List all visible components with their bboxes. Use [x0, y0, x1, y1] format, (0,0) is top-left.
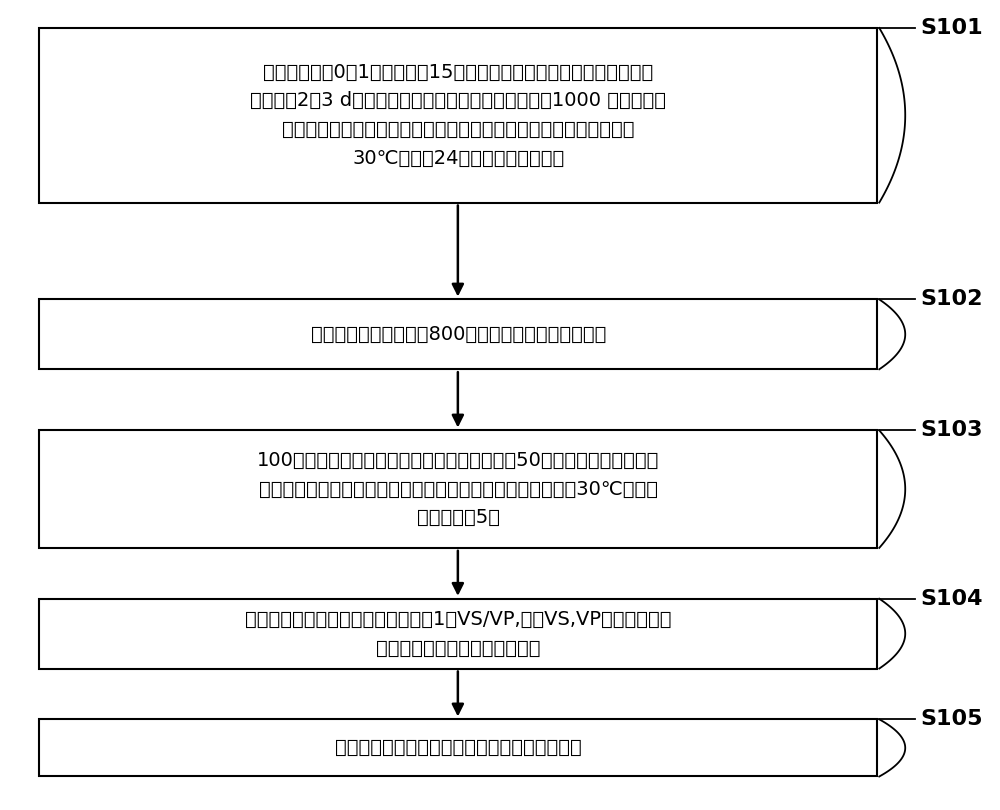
Text: 根据胚芽鞘干重抑制率，鉴定待测品种的抗旱性: 根据胚芽鞘干重抑制率，鉴定待测品种的抗旱性 [335, 739, 582, 757]
FancyBboxPatch shape [39, 300, 877, 369]
FancyBboxPatch shape [39, 719, 877, 777]
Text: 测定胚芽鞘干重，并计算其抑制率即1－VS/VP,其中VS,VP分别为脱落酸
处理和对照条件下胚芽鞘干重值: 测定胚芽鞘干重，并计算其抑制率即1－VS/VP,其中VS,VP分别为脱落酸 处理… [245, 610, 672, 658]
FancyBboxPatch shape [39, 28, 877, 202]
FancyBboxPatch shape [39, 599, 877, 668]
Text: S105: S105 [920, 710, 982, 729]
Text: 挑出露白均匀一致种子800粒，用吸水纸吸干表面水分: 挑出露白均匀一致种子800粒，用吸水纸吸干表面水分 [311, 325, 606, 344]
Text: S103: S103 [920, 420, 982, 441]
Text: 将待测种子用0．1％升汞消毒15分钟，然后用无离子水冲洗干净，在太
阳下晾晒2～3 d，待测样品充分混匀后随机取成熟种子1000 粒，置于培
养皿中，单层滤纸做: 将待测种子用0．1％升汞消毒15分钟，然后用无离子水冲洗干净，在太 阳下晾晒2～… [250, 62, 666, 168]
Text: S104: S104 [920, 589, 982, 608]
Text: 100粒露白种子为一个重复，均匀摆放在发芽盆50孔发芽床上，脱落酸胁
迫培养处理和蒸馏水对照培养处理各四次重复，在恒温培养箱30℃下进行
无光照培养5天: 100粒露白种子为一个重复，均匀摆放在发芽盆50孔发芽床上，脱落酸胁 迫培养处理… [257, 451, 660, 527]
Text: S102: S102 [920, 289, 982, 309]
FancyBboxPatch shape [39, 430, 877, 548]
Text: S101: S101 [920, 18, 983, 38]
